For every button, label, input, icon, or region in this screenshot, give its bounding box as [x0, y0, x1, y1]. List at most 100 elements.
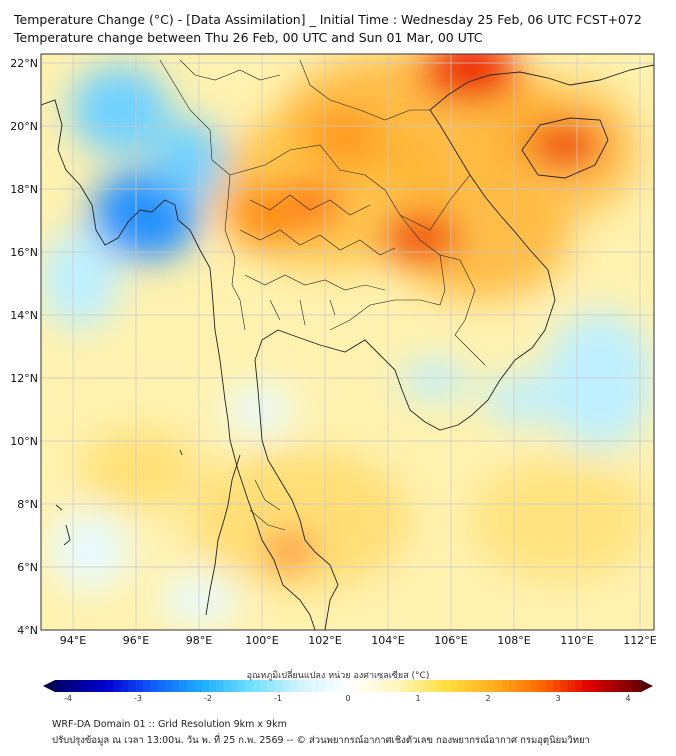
colorbar-cell — [252, 680, 261, 692]
lon-tick-label: 100°E — [245, 634, 278, 647]
colorbar-cell — [245, 680, 254, 692]
colorbar-cell — [531, 680, 540, 692]
colorbar-cell — [164, 680, 173, 692]
lat-tick-label: 6°N — [17, 561, 38, 574]
colorbar-cell — [340, 680, 349, 692]
colorbar-cell — [494, 680, 503, 692]
lat-tick-label: 16°N — [10, 246, 38, 259]
colorbar-cell — [377, 680, 386, 692]
colorbar-cell — [619, 680, 627, 692]
colorbar-cell — [76, 680, 85, 692]
colorbar-cell — [135, 680, 144, 692]
lat-tick-label: 20°N — [10, 120, 38, 133]
colorbar-cell — [62, 680, 71, 692]
lon-tick-label: 108°E — [497, 634, 530, 647]
colorbar-cell — [230, 680, 239, 692]
colorbar-cell — [384, 680, 393, 692]
colorbar-cell — [509, 680, 518, 692]
colorbar-cell — [355, 680, 364, 692]
colorbar-cell — [626, 680, 635, 692]
colorbar-cell — [545, 680, 554, 692]
colorbar-tick-label: -1 — [274, 694, 282, 703]
colorbar-cell — [289, 680, 298, 692]
colorbar-cell — [179, 680, 188, 692]
lat-tick-label: 22°N — [10, 57, 38, 70]
colorbar-cell — [326, 680, 334, 692]
colorbar-title: อุณหภูมิเปลี่ยนแปลง หน่วย องศาเซลเซียส (… — [246, 671, 430, 681]
colorbar-cell — [472, 680, 481, 692]
colorbar-cell — [428, 680, 437, 692]
colorbar-cell — [501, 680, 510, 692]
colorbar-tick-label: 3 — [555, 694, 560, 703]
colorbar-cell — [128, 680, 137, 692]
colorbar-cell — [604, 680, 613, 692]
colorbar-cell — [406, 680, 415, 692]
colorbar-cell — [633, 680, 642, 692]
colorbar-tick-label: 0 — [345, 694, 350, 703]
colorbar-tick-label: 1 — [415, 694, 420, 703]
lon-tick-label: 102°E — [308, 634, 341, 647]
colorbar-tick-label: -4 — [64, 694, 72, 703]
colorbar-cell — [157, 680, 166, 692]
colorbar-cell — [69, 680, 78, 692]
colorbar-cell — [311, 680, 320, 692]
colorbar: -4 -3 -2 -1 0 1 2 3 4 — [43, 680, 653, 703]
colorbar-cell — [611, 680, 620, 692]
colorbar-cell — [523, 680, 532, 692]
footer-credit: ปรับปรุงข้อมูล ณ เวลา 13:00น. วัน พ. ที่… — [52, 735, 590, 746]
colorbar-cell — [597, 680, 605, 692]
colorbar-cell — [362, 680, 371, 692]
footer-model-info: WRF-DA Domain 01 :: Grid Resolution 9km … — [52, 719, 287, 730]
colorbar-cell — [560, 680, 569, 692]
lon-tick-label: 98°E — [186, 634, 212, 647]
lon-tick-label: 96°E — [123, 634, 149, 647]
colorbar-cell — [435, 680, 444, 692]
colorbar-cell — [421, 680, 430, 692]
colorbar-cell — [194, 680, 203, 692]
colorbar-cell — [516, 680, 525, 692]
colorbar-tick-label: -2 — [204, 694, 212, 703]
colorbar-cell — [216, 680, 225, 692]
colorbar-tick-label: 4 — [625, 694, 630, 703]
colorbar-cell — [538, 680, 547, 692]
colorbar-cell — [348, 680, 356, 692]
colorbar-tick-label: 2 — [485, 694, 490, 703]
colorbar-cell — [589, 680, 598, 692]
lat-tick-label: 8°N — [17, 498, 38, 511]
colorbar-cell — [391, 680, 400, 692]
lon-tick-label: 106°E — [434, 634, 467, 647]
temperature-field — [41, 54, 654, 625]
colorbar-cell — [55, 680, 63, 692]
colorbar-cell — [282, 680, 290, 692]
colorbar-cell — [113, 680, 122, 692]
latitude-labels: 4°N 6°N 8°N 10°N 12°N 14°N 16°N 18°N 20°N 22°N — [10, 57, 38, 637]
colorbar-cell — [208, 680, 217, 692]
colorbar-cell — [274, 680, 283, 692]
longitude-labels: 94°E 96°E 98°E 100°E 102°E 104°E 106°E 108°E 110… — [60, 634, 657, 647]
colorbar-cell — [567, 680, 576, 692]
temperature-map: 94°E 96°E 98°E 100°E 102°E 104°E 106°E 108°E 110… — [10, 53, 657, 703]
coastlines — [41, 64, 654, 630]
map-frame — [40, 53, 655, 631]
colorbar-cell — [84, 680, 93, 692]
lat-tick-label: 4°N — [17, 624, 38, 637]
colorbar-cell — [238, 680, 247, 692]
colorbar-cell — [582, 680, 591, 692]
colorbar-cell — [457, 680, 466, 692]
colorbar-cell — [333, 680, 342, 692]
colorbar-cell — [142, 680, 151, 692]
lat-tick-label: 18°N — [10, 183, 38, 196]
colorbar-cell — [91, 680, 100, 692]
colorbar-cell — [267, 680, 276, 692]
colorbar-cell — [296, 680, 305, 692]
colorbar-cell — [487, 680, 496, 692]
colorbar-cell — [465, 680, 474, 692]
colorbar-cell — [201, 680, 210, 692]
colorbar-cell — [172, 680, 181, 692]
colorbar-cell — [223, 680, 232, 692]
colorbar-cell — [260, 680, 269, 692]
colorbar-cell — [106, 680, 115, 692]
lon-tick-label: 112°E — [623, 634, 656, 647]
colorbar-cell — [399, 680, 408, 692]
colorbar-tick-label: -3 — [134, 694, 142, 703]
